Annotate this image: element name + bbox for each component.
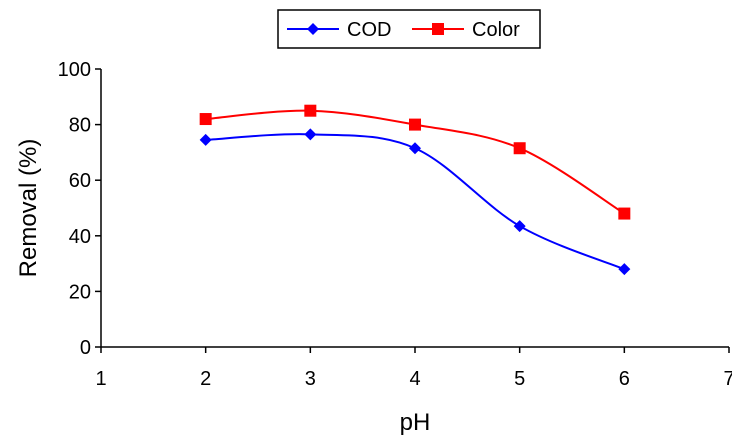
y-tick-label-20: 20 <box>69 281 91 303</box>
data-point-cod-3 <box>304 128 317 141</box>
x-tick-label-1: 1 <box>95 368 106 390</box>
plot-area: 0 20 40 60 80 100 1 2 3 4 5 6 7 <box>58 59 732 390</box>
data-point-cod-6 <box>618 263 631 276</box>
data-point-color-4 <box>409 118 421 131</box>
x-tick-label-7: 7 <box>723 368 732 390</box>
x-axis-title: pH <box>400 409 431 436</box>
data-point-color-6 <box>618 207 631 220</box>
x-tick-label-5: 5 <box>514 368 525 390</box>
legend-label-cod: COD <box>347 19 391 41</box>
legend-marker-color <box>432 23 444 35</box>
legend-marker-cod <box>307 23 319 35</box>
data-point-cod-5 <box>513 220 526 233</box>
data-point-color-2 <box>199 113 212 126</box>
data-point-cod-4 <box>409 142 421 155</box>
y-tick-label-60: 60 <box>69 170 91 192</box>
data-point-cod-2 <box>199 133 212 146</box>
series-line-cod <box>205 133 625 271</box>
x-tick-label-3: 3 <box>305 368 316 390</box>
x-tick-label-2: 2 <box>200 368 211 390</box>
y-tick-label-40: 40 <box>69 226 91 248</box>
x-tick-label-6: 6 <box>619 368 630 390</box>
legend-label-color: Color <box>472 19 520 41</box>
y-axis-title: Removal (%) <box>15 139 42 278</box>
y-tick-label-100: 100 <box>58 59 91 81</box>
legend: COD Color <box>277 9 541 49</box>
x-tick-label-4: 4 <box>409 368 420 390</box>
y-tick-label-80: 80 <box>69 115 91 137</box>
data-point-color-5 <box>513 142 526 155</box>
data-point-color-3 <box>304 104 317 117</box>
y-tick-label-0: 0 <box>80 337 91 359</box>
